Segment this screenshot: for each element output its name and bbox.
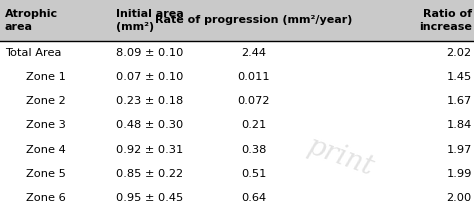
Text: Zone 2: Zone 2 <box>26 96 66 106</box>
Text: 0.38: 0.38 <box>241 145 266 155</box>
Bar <box>0 0 474 41</box>
Text: Ratio of
increase: Ratio of increase <box>419 9 472 32</box>
Text: 0.64: 0.64 <box>241 193 266 203</box>
Text: 0.011: 0.011 <box>237 72 270 82</box>
Text: print: print <box>304 133 378 182</box>
Text: 1.67: 1.67 <box>447 96 472 106</box>
Text: 0.92 ± 0.31: 0.92 ± 0.31 <box>116 145 183 155</box>
Text: 0.85 ± 0.22: 0.85 ± 0.22 <box>116 169 183 179</box>
Text: Initial area
(mm²): Initial area (mm²) <box>116 9 184 32</box>
Text: 0.48 ± 0.30: 0.48 ± 0.30 <box>116 121 183 130</box>
Text: Zone 5: Zone 5 <box>26 169 66 179</box>
Text: 1.99: 1.99 <box>446 169 472 179</box>
Text: 0.51: 0.51 <box>241 169 266 179</box>
Text: 0.21: 0.21 <box>241 121 266 130</box>
Text: Total Area: Total Area <box>5 48 61 58</box>
Text: Rate of progression (mm²/year): Rate of progression (mm²/year) <box>155 16 352 25</box>
Text: 0.07 ± 0.10: 0.07 ± 0.10 <box>116 72 183 82</box>
Text: 8.09 ± 0.10: 8.09 ± 0.10 <box>116 48 183 58</box>
Text: 0.23 ± 0.18: 0.23 ± 0.18 <box>116 96 183 106</box>
Text: 2.02: 2.02 <box>447 48 472 58</box>
Text: 0.072: 0.072 <box>237 96 270 106</box>
Text: 1.97: 1.97 <box>446 145 472 155</box>
Text: 0.95 ± 0.45: 0.95 ± 0.45 <box>116 193 183 203</box>
Text: Atrophic
area: Atrophic area <box>5 9 58 32</box>
Text: Zone 6: Zone 6 <box>26 193 66 203</box>
Text: Zone 3: Zone 3 <box>26 121 66 130</box>
Text: 1.84: 1.84 <box>447 121 472 130</box>
Text: 2.44: 2.44 <box>241 48 266 58</box>
Text: 1.45: 1.45 <box>447 72 472 82</box>
Text: Zone 1: Zone 1 <box>26 72 66 82</box>
Text: Zone 4: Zone 4 <box>26 145 66 155</box>
Text: 2.00: 2.00 <box>447 193 472 203</box>
